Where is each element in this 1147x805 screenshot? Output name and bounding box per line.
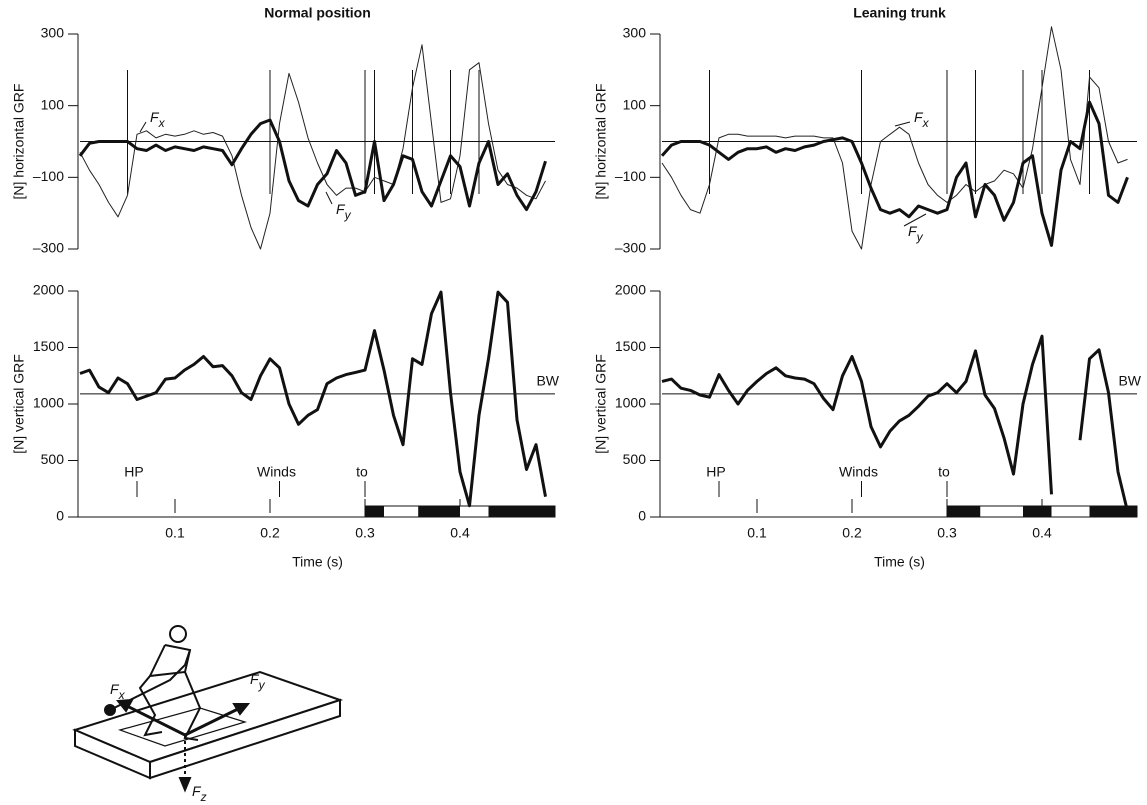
series-line [79, 44, 546, 250]
series-line [79, 290, 547, 508]
y-tick-label: 500 [623, 451, 647, 467]
y-tick-label: –100 [615, 168, 646, 184]
y-tick-label: 500 [41, 451, 65, 467]
force-plate-diagram [72, 625, 344, 793]
annotation: Winds [839, 464, 878, 480]
series-line [78, 118, 547, 212]
series-line [660, 100, 1129, 247]
contact-segment [947, 506, 981, 517]
y-tick-label: 0 [56, 508, 64, 524]
force-label: Fx [110, 681, 126, 702]
annotation: HP [124, 464, 143, 480]
annotation: to [356, 464, 368, 480]
series-label: Fy [908, 223, 924, 244]
y-tick-label: –300 [615, 240, 646, 256]
reference-label: BW [1118, 373, 1141, 389]
x-tick-label: 0.1 [165, 525, 185, 541]
x-tick-label: 0.2 [842, 525, 862, 541]
y-axis-label: [N] vertical GRF [11, 354, 27, 454]
reference-label: BW [536, 373, 559, 389]
y-tick-label: 0 [638, 508, 646, 524]
series-label: Fx [150, 109, 166, 130]
hand [104, 704, 116, 716]
x-tick-label: 0.3 [937, 525, 957, 541]
y-tick-label: 300 [41, 25, 65, 41]
torso [149, 644, 166, 677]
label-leader [139, 121, 147, 133]
x-axis-label: Time (s) [292, 554, 343, 570]
contact-segment [1089, 506, 1137, 517]
chart-title: Normal position [264, 5, 371, 21]
label-leader [325, 191, 333, 205]
contact-segment [488, 506, 555, 517]
chart-title: Leaning trunk [853, 5, 946, 21]
contact-segment [418, 506, 460, 517]
series-label: Fy [336, 201, 352, 222]
plate-front [149, 698, 341, 780]
y-tick-label: 1000 [615, 395, 646, 411]
x-tick-label: 0.4 [1032, 525, 1052, 541]
annotation: Winds [257, 464, 296, 480]
y-axis-label: [N] vertical GRF [593, 354, 609, 454]
y-tick-label: 1000 [33, 395, 64, 411]
y-tick-label: 100 [41, 96, 65, 112]
y-tick-label: 2000 [615, 282, 646, 298]
arm [109, 649, 191, 711]
fy-arrow [184, 706, 241, 737]
series-line [661, 26, 1128, 250]
y-axis-label: [N] horizontal GRF [593, 84, 609, 200]
head [169, 625, 187, 643]
force-label: Fy [250, 671, 266, 692]
label-leader [903, 213, 927, 227]
y-tick-label: 300 [623, 25, 647, 41]
y-tick-label: –100 [33, 168, 64, 184]
label-leader [894, 121, 911, 127]
fx-arrowhead [116, 698, 134, 713]
right-leg [183, 671, 202, 741]
series-label: Fx [914, 109, 930, 130]
y-tick-label: 2000 [33, 282, 64, 298]
fy-arrowhead [232, 703, 251, 716]
fz-arrowhead [178, 777, 192, 793]
y-tick-label: 1500 [33, 338, 64, 354]
series-line [661, 334, 1129, 512]
fx-arrow [124, 703, 186, 737]
x-tick-label: 0.4 [450, 525, 470, 541]
x-tick-label: 0.1 [747, 525, 767, 541]
contact-segment [1023, 506, 1052, 517]
force-label: Fz [192, 783, 207, 804]
x-tick-label: 0.2 [260, 525, 280, 541]
y-axis-label: [N] horizontal GRF [11, 84, 27, 200]
contact-segment [365, 506, 384, 517]
x-axis-label: Time (s) [874, 554, 925, 570]
y-tick-label: –300 [33, 240, 64, 256]
annotation: HP [706, 464, 725, 480]
y-tick-label: 100 [623, 96, 647, 112]
x-tick-label: 0.3 [355, 525, 375, 541]
y-tick-label: 1500 [615, 338, 646, 354]
annotation: to [938, 464, 950, 480]
plate-inner [118, 707, 248, 747]
